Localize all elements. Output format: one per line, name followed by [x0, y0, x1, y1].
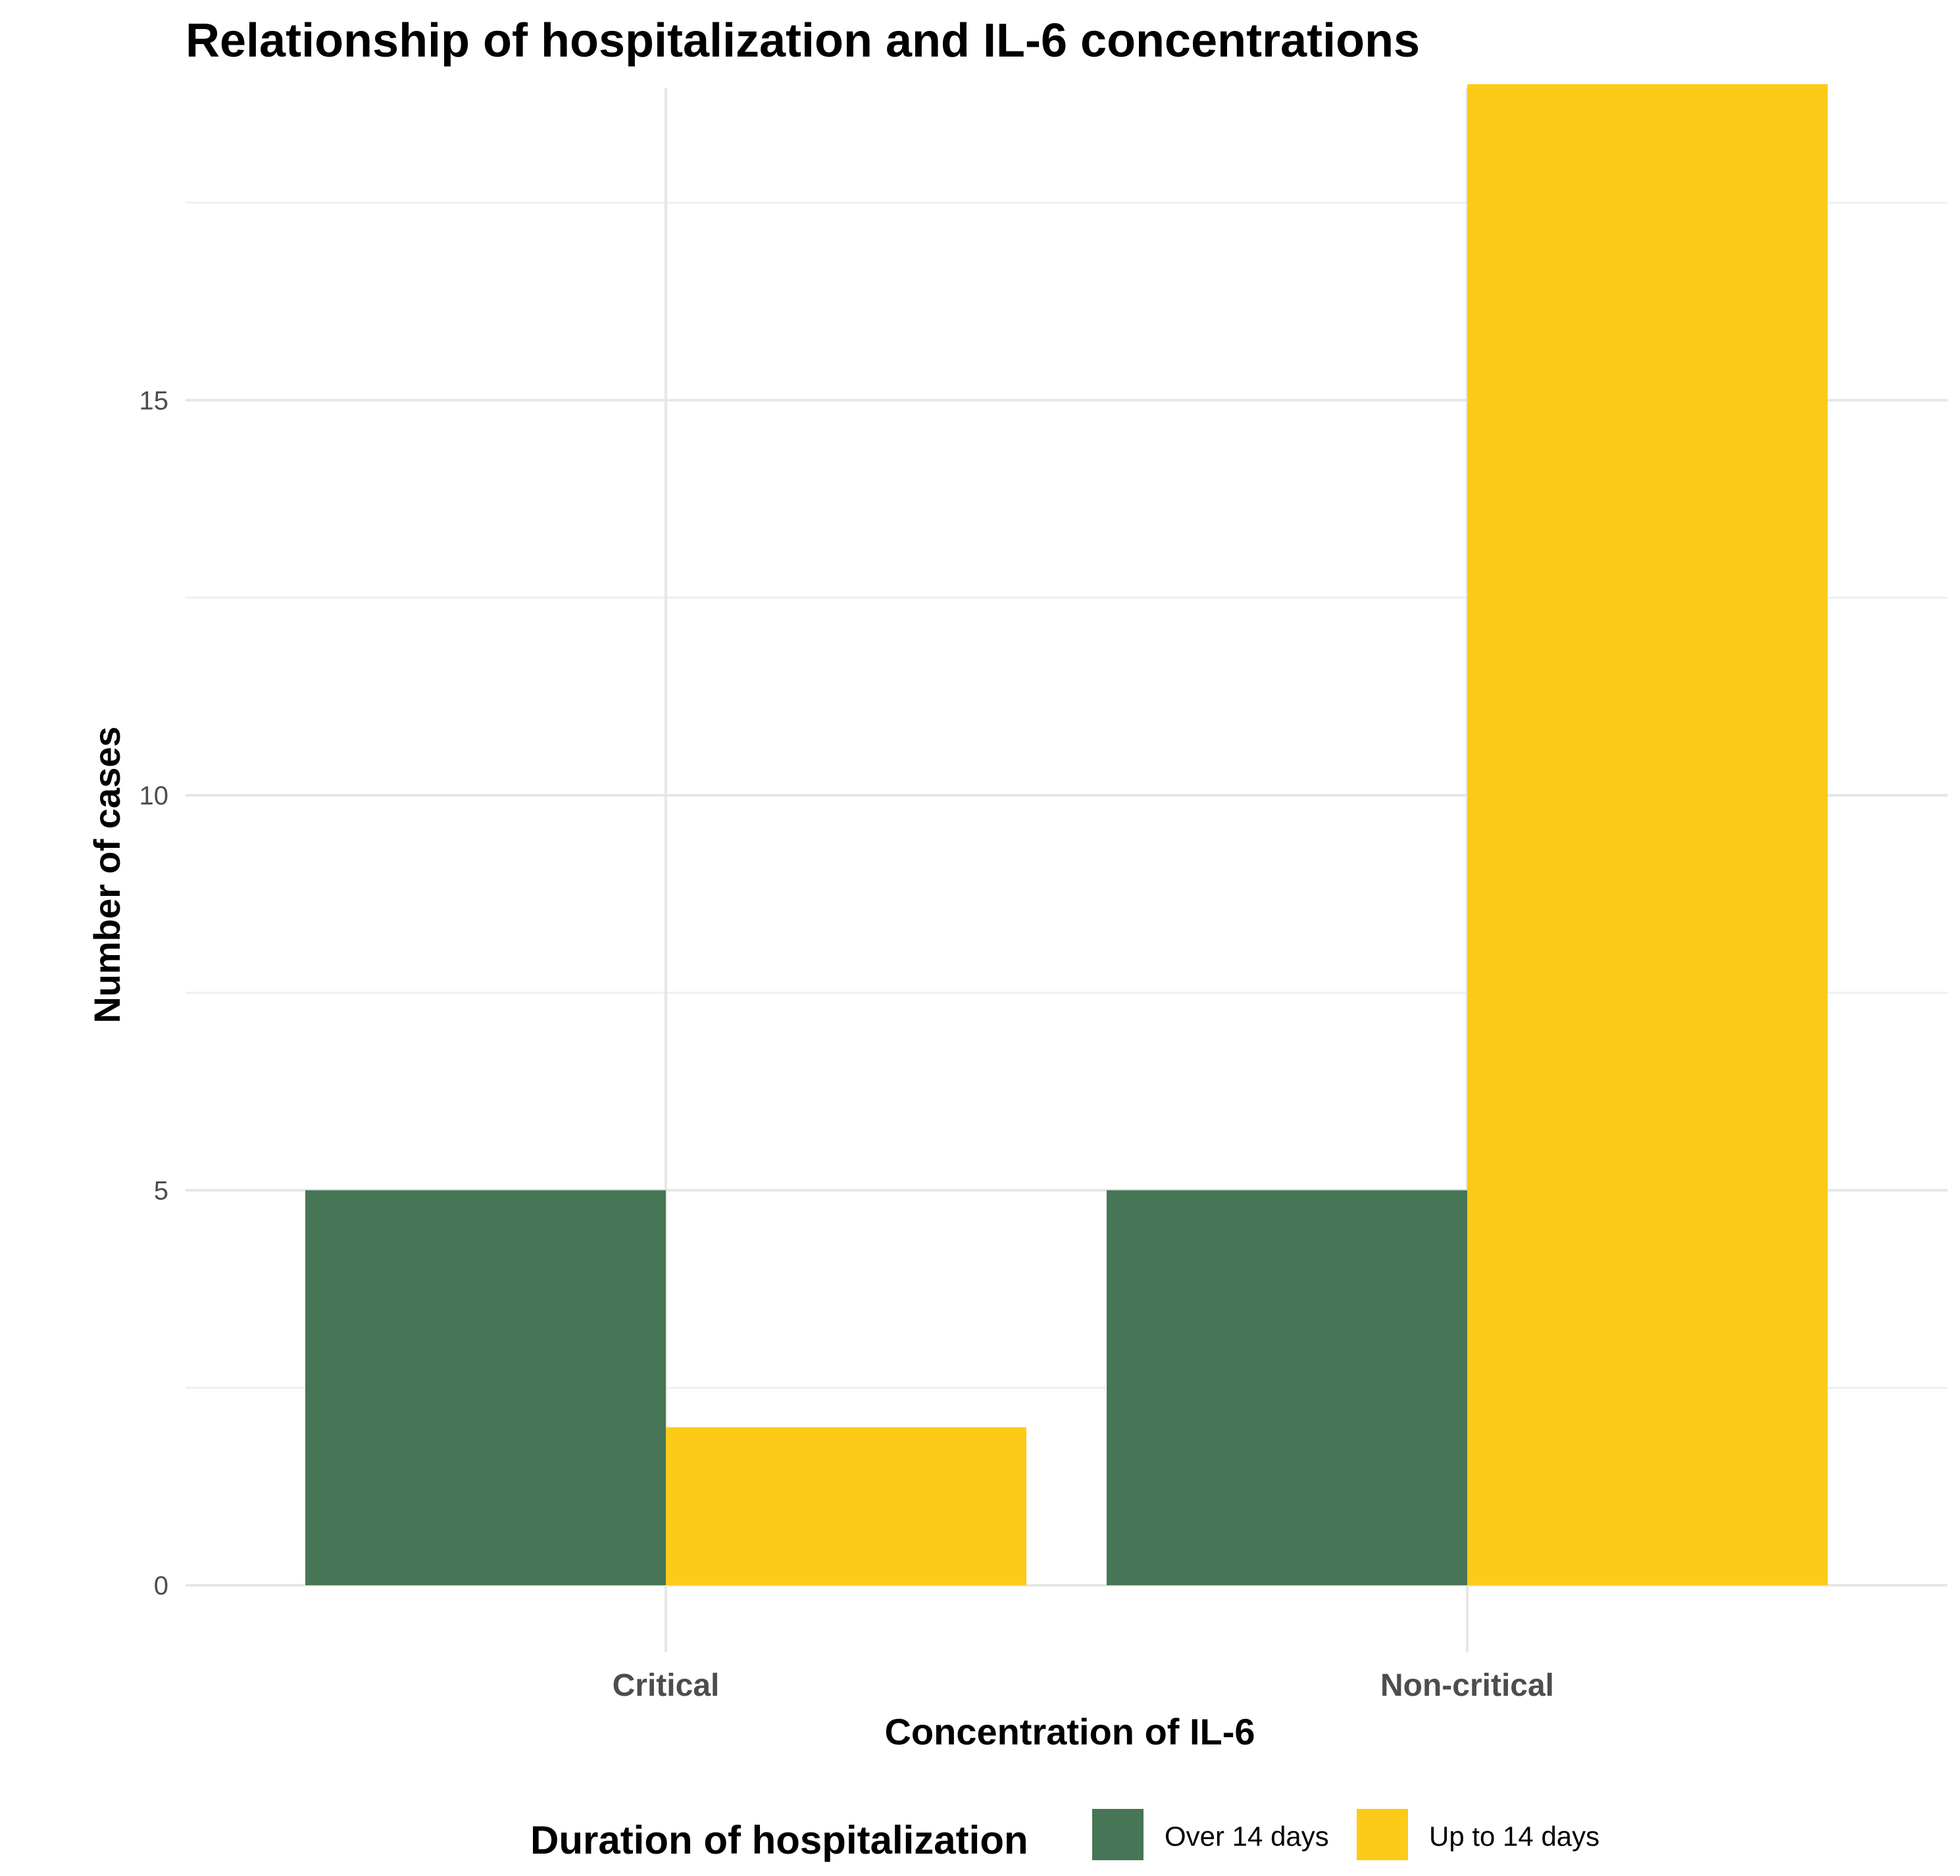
y-tick-label: 15: [139, 386, 169, 415]
y-tick-label: 5: [154, 1176, 168, 1205]
y-tick-label: 0: [154, 1571, 168, 1600]
legend-swatch-up-to-14-days: [1357, 1809, 1408, 1860]
x-tick-label: Critical: [613, 1668, 720, 1703]
x-axis-ticks: Critical Non-critical: [613, 1668, 1554, 1703]
x-tick-label: Non-critical: [1380, 1668, 1554, 1703]
legend-swatch-over-14-days: [1092, 1809, 1143, 1860]
bar-non-critical-up-to-14-days: [1467, 84, 1828, 1585]
legend-label-over-14-days: Over 14 days: [1165, 1821, 1329, 1852]
legend-label-up-to-14-days: Up to 14 days: [1429, 1821, 1599, 1852]
x-axis-title: Concentration of IL-6: [884, 1711, 1255, 1752]
legend-title: Duration of hospitalization: [530, 1818, 1028, 1862]
y-tick-label: 10: [139, 781, 169, 810]
bar-non-critical-over-14-days: [1107, 1190, 1467, 1585]
bar-critical-up-to-14-days: [666, 1427, 1026, 1585]
chart-title: Relationship of hospitalization and IL-6…: [186, 14, 1420, 67]
bars: [305, 84, 1828, 1585]
y-axis-ticks: 0 5 10 15: [139, 386, 169, 1600]
legend: Duration of hospitalization Over 14 days…: [530, 1809, 1599, 1862]
bar-critical-over-14-days: [305, 1190, 666, 1585]
y-axis-title: Number of cases: [86, 726, 128, 1023]
